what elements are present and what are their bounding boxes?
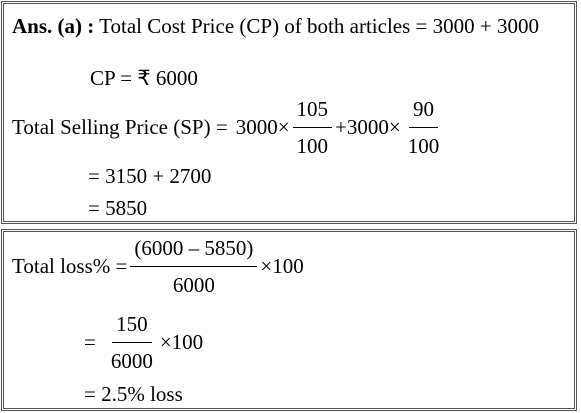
sp-term: 3000× <box>235 115 290 139</box>
cp-line: CP = ₹ 6000 <box>90 66 198 90</box>
solution-box: Ans. (a) : Total Cost Price (CP) of both… <box>1 1 577 224</box>
step-lead: = <box>84 330 96 354</box>
denominator: 6000 <box>110 349 153 373</box>
sp-term: +3000× <box>335 115 401 139</box>
loss-tail: ×100 <box>260 254 304 278</box>
sp-lead: Total Selling Price (SP) = <box>12 115 228 139</box>
denominator: 100 <box>296 134 329 158</box>
fraction: 90 100 <box>404 97 444 158</box>
sum-line: = 3150 + 2700 <box>88 164 212 188</box>
fraction: 150 6000 <box>107 312 157 373</box>
loss-box: Total loss% = (6000 – 5850) 6000 ×100 = 1… <box>1 229 577 411</box>
numerator: 90 <box>408 97 438 128</box>
fraction: 105 100 <box>292 97 333 158</box>
loss-lead: Total loss% = <box>12 254 128 278</box>
total-line: = 5850 <box>88 196 148 220</box>
answer-label: Ans. (a) : <box>12 14 95 38</box>
numerator: 150 <box>112 312 152 343</box>
result-line: = 2.5% loss <box>84 382 183 406</box>
loss-line: Total loss% = (6000 – 5850) 6000 ×100 <box>12 236 304 297</box>
numerator: (6000 – 5850) <box>130 236 258 267</box>
sp-line: Total Selling Price (SP) = 3000× 105 100 … <box>12 97 446 158</box>
numerator: 105 <box>292 97 333 128</box>
denominator: 6000 <box>172 273 215 297</box>
statement: Ans. (a) : Total Cost Price (CP) of both… <box>12 14 572 38</box>
denominator: 100 <box>407 134 440 158</box>
fraction: (6000 – 5850) 6000 <box>130 236 258 297</box>
statement-text: Total Cost Price (CP) of both articles =… <box>99 14 539 38</box>
step-tail: ×100 <box>159 330 204 354</box>
step-line: = 150 6000 ×100 <box>84 312 203 373</box>
